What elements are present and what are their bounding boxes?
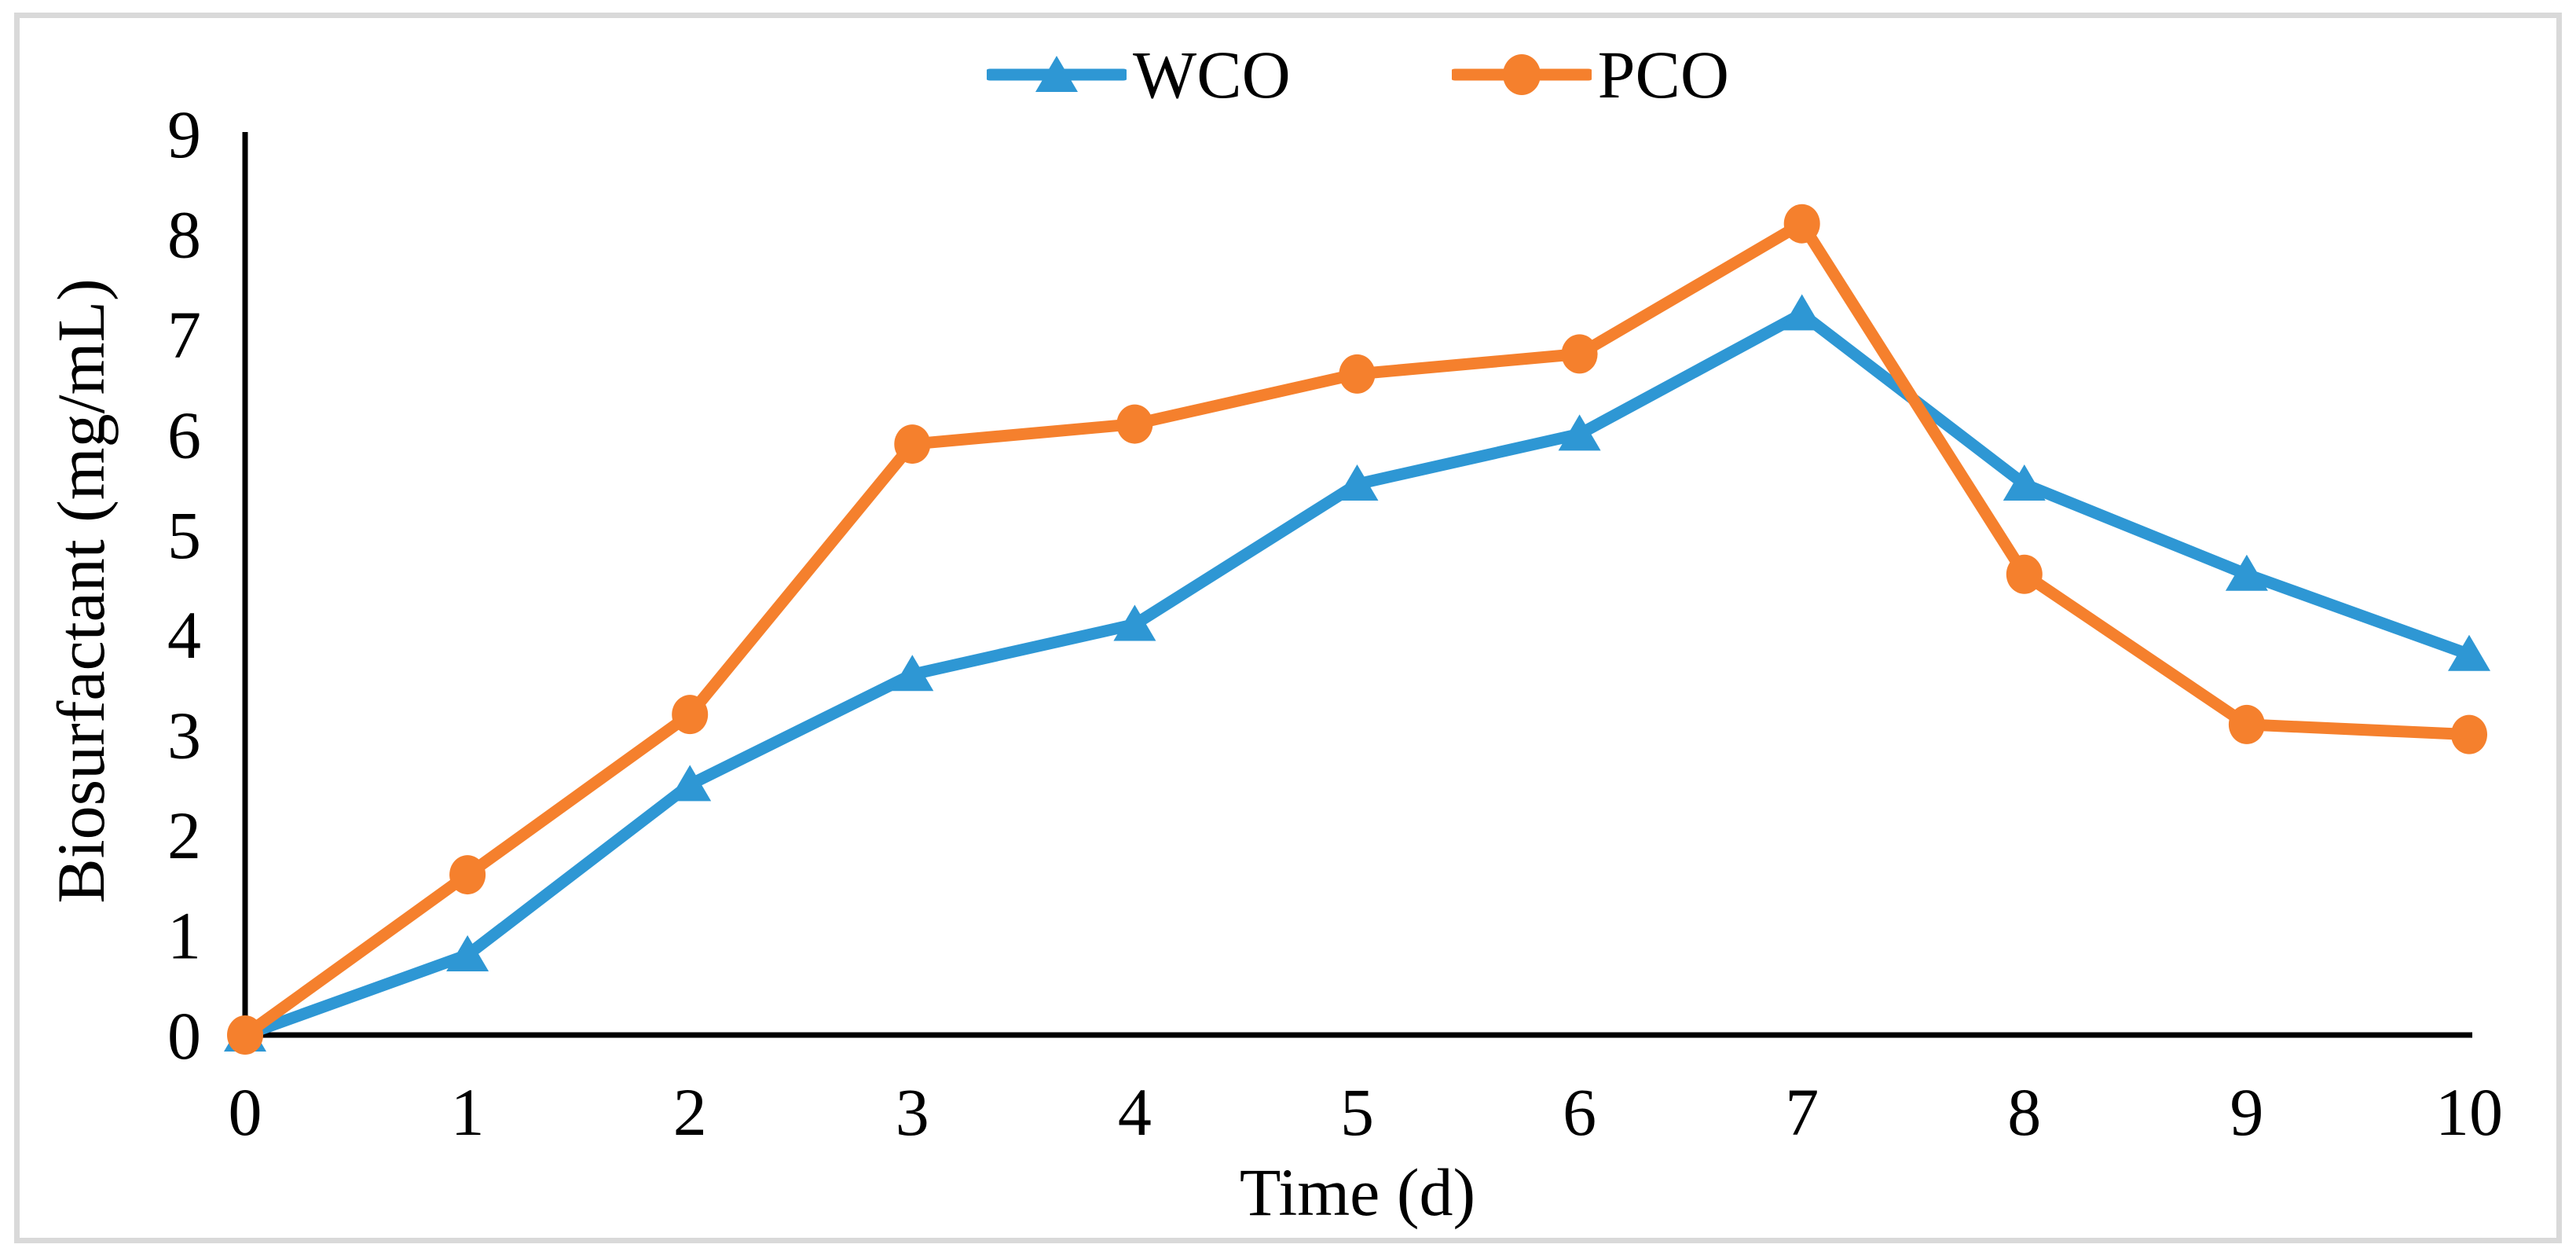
wco-line-triangle-swatch-icon — [987, 56, 1127, 92]
pco-line-circle-swatch-icon — [1451, 54, 1592, 95]
series-pco-marker — [894, 424, 931, 464]
series-pco-marker — [449, 855, 486, 895]
series-wco-marker — [2225, 554, 2268, 591]
y-tick-label: 1 — [167, 898, 201, 974]
y-tick-label: 9 — [167, 97, 201, 172]
series-pco-marker — [227, 1015, 263, 1055]
y-tick-label: 2 — [167, 798, 201, 873]
x-tick-label: 4 — [1118, 1074, 1152, 1150]
y-tick-label: 0 — [167, 998, 201, 1074]
x-tick-label: 6 — [1563, 1074, 1596, 1150]
series-pco-marker — [2228, 704, 2265, 744]
legend-item-pco: PCO — [1451, 35, 1729, 114]
x-tick-label: 5 — [1340, 1074, 1374, 1150]
legend: WCO PCO — [245, 24, 2471, 126]
x-tick-label: 0 — [229, 1074, 262, 1150]
y-tick-label: 6 — [167, 397, 201, 472]
series-wco-marker — [1558, 414, 1601, 451]
series-pco-marker — [672, 695, 709, 735]
series-wco-marker — [669, 765, 712, 802]
series-wco-marker — [446, 935, 489, 972]
legend-label-wco: WCO — [1133, 37, 1291, 112]
series-wco-marker — [891, 655, 934, 692]
series-wco-marker — [1113, 604, 1156, 641]
legend-item-wco: WCO — [987, 35, 1291, 114]
y-tick-label: 4 — [167, 597, 201, 673]
series-wco-marker — [2003, 464, 2046, 501]
x-tick-label: 8 — [2007, 1074, 2041, 1150]
y-tick-label: 7 — [167, 297, 201, 373]
series-wco-marker — [1336, 464, 1379, 501]
y-tick-label: 3 — [167, 698, 201, 773]
x-tick-label: 3 — [896, 1074, 929, 1150]
x-tick-label: 9 — [2230, 1074, 2263, 1150]
series-wco-marker — [2448, 634, 2490, 671]
x-tick-label: 2 — [673, 1074, 707, 1150]
series-pco-line — [239, 218, 2475, 1041]
series-wco-line — [239, 307, 2475, 1041]
y-axis-title: Biosurfactant (mg/mL) — [43, 278, 119, 904]
series-pco-marker — [2006, 554, 2043, 594]
series-pco-marker — [2451, 714, 2487, 754]
legend-label-pco: PCO — [1597, 37, 1729, 112]
x-tick-label: 1 — [451, 1074, 485, 1150]
x-tick-label: 10 — [2435, 1074, 2503, 1150]
series-pco-marker — [1339, 354, 1376, 394]
x-tick-label: 7 — [1785, 1074, 1819, 1150]
y-tick-label: 8 — [167, 196, 201, 272]
series-pco-marker — [1783, 204, 1820, 244]
y-tick-label: 5 — [167, 497, 201, 573]
series-wco-marker — [1780, 294, 1823, 331]
x-axis-title: Time (d) — [1239, 1154, 1476, 1230]
series-pco-marker — [1116, 404, 1153, 444]
series-pco-marker — [1561, 334, 1598, 374]
